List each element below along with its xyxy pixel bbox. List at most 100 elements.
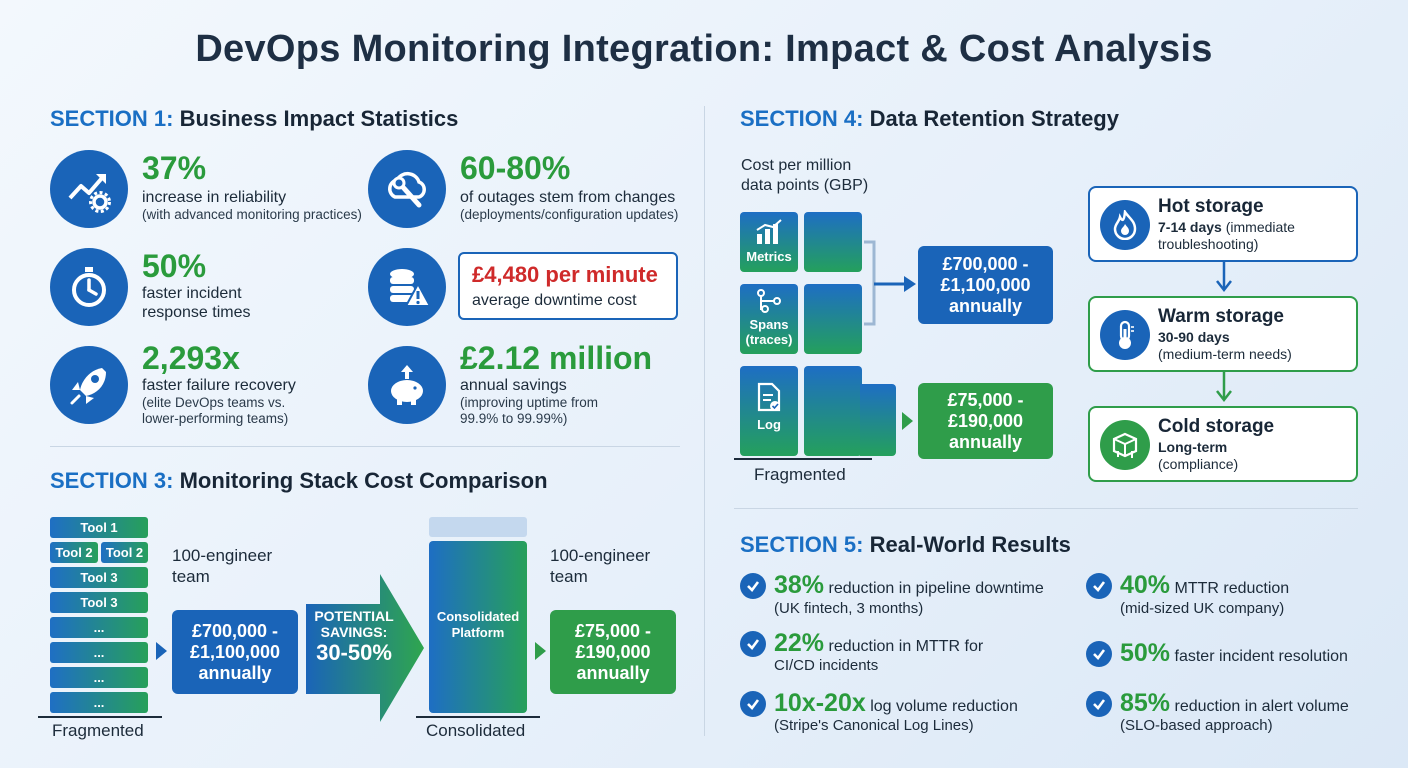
fragmented-baseline-s4 bbox=[734, 458, 872, 460]
tier-title: Warm storage bbox=[1158, 306, 1284, 327]
growth-gear-icon bbox=[50, 150, 128, 228]
stat-savings-sub2: 99.9% to 99.99%) bbox=[460, 411, 568, 426]
fragmented-baseline bbox=[38, 716, 162, 718]
result-value: 50% bbox=[1120, 639, 1171, 667]
cold-storage-box: Cold storage Long-term (compliance) bbox=[1088, 406, 1358, 482]
section4-heading: SECTION 4: Data Retention Strategy bbox=[740, 106, 1119, 132]
cost-line: £190,000 bbox=[947, 410, 1024, 431]
tool-block: ... bbox=[50, 692, 148, 713]
section-divider-right bbox=[734, 508, 1358, 509]
section1-number: SECTION 1: bbox=[50, 106, 174, 131]
tool-block: ... bbox=[50, 617, 148, 638]
trace-icon bbox=[757, 289, 781, 313]
result-item: 10x-20x log volume reduction bbox=[774, 690, 1018, 720]
tier-days: 30-90 days bbox=[1158, 329, 1230, 345]
tool-block: Tool 2 bbox=[101, 542, 148, 563]
tool-block: ... bbox=[50, 642, 148, 663]
cost-line: annually bbox=[948, 295, 1023, 316]
result-text: reduction in pipeline downtime bbox=[828, 580, 1044, 597]
source-label: Spans bbox=[749, 317, 789, 332]
log-block bbox=[804, 366, 862, 456]
tier-detail: 7-14 days (immediate bbox=[1158, 219, 1295, 236]
tier-note: (immediate bbox=[1225, 219, 1295, 235]
section4-number: SECTION 4: bbox=[740, 106, 864, 131]
spans-block bbox=[804, 284, 862, 354]
section5-title: Real-World Results bbox=[869, 532, 1071, 557]
cost-per-million-label: Cost per million data points (GBP) bbox=[741, 156, 868, 196]
section5-heading: SECTION 5: Real-World Results bbox=[740, 532, 1071, 558]
thermometer-icon bbox=[1100, 310, 1150, 360]
metrics-source: Metrics bbox=[740, 212, 798, 272]
arrow-right-icon bbox=[535, 642, 546, 660]
fragmented-cost-box: £700,000 - £1,100,000 annually bbox=[172, 610, 298, 694]
result-text: faster incident resolution bbox=[1174, 648, 1348, 665]
cost-line: annually bbox=[198, 662, 272, 683]
stat-recovery-sub2: lower-performing teams) bbox=[142, 411, 289, 426]
tier-title: Cold storage bbox=[1158, 416, 1275, 437]
tier-detail: Long-term bbox=[1158, 439, 1227, 456]
cost-line: £75,000 - bbox=[947, 389, 1024, 410]
ice-cube-icon bbox=[1100, 420, 1150, 470]
bracket-connector bbox=[864, 240, 916, 326]
stat-savings-sub1: (improving uptime from bbox=[460, 395, 599, 410]
result-value: 22% bbox=[774, 629, 825, 657]
stat-downtime-desc: average downtime cost bbox=[472, 292, 637, 309]
result-item: 22% reduction in MTTR for bbox=[774, 630, 983, 660]
consolidated-platform: Consolidated Platform bbox=[429, 541, 527, 713]
stat-reliability-value: 37% bbox=[142, 150, 207, 186]
tier-days: 7-14 days bbox=[1158, 219, 1222, 235]
log-document-icon bbox=[757, 382, 781, 412]
source-label: Log bbox=[757, 417, 781, 432]
savings-label-line: POTENTIAL bbox=[314, 608, 394, 624]
spans-source: Spans (traces) bbox=[740, 284, 798, 354]
metrics-block bbox=[804, 212, 862, 272]
stat-savings-value: £2.12 million bbox=[460, 340, 653, 376]
stat-reliability-sub: (with advanced monitoring practices) bbox=[142, 207, 362, 222]
result-sub: (Stripe's Canonical Log Lines) bbox=[774, 717, 974, 734]
result-item: 40% MTTR reduction bbox=[1120, 572, 1289, 602]
fragmented-label-s4: Fragmented bbox=[754, 465, 846, 484]
warm-storage-box: Warm storage 30-90 days (medium-term nee… bbox=[1088, 296, 1358, 372]
stat-downtime-value: £4,480 per minute bbox=[472, 262, 658, 287]
team-label-consolidated: 100-engineer team bbox=[550, 545, 650, 587]
downtime-cost-box: £4,480 per minute average downtime cost bbox=[458, 252, 678, 320]
result-value: 85% bbox=[1120, 689, 1171, 717]
rocket-icon bbox=[50, 346, 128, 424]
stat-outages-value: 60-80% bbox=[460, 150, 571, 186]
cloud-wrench-icon bbox=[368, 150, 446, 228]
source-label: Metrics bbox=[746, 249, 792, 264]
cost-line: £1,100,000 bbox=[189, 641, 281, 662]
section5-number: SECTION 5: bbox=[740, 532, 864, 557]
result-item: 85% reduction in alert volume bbox=[1120, 690, 1349, 720]
section3-title: Monitoring Stack Cost Comparison bbox=[179, 468, 548, 493]
platform-line: Platform bbox=[451, 625, 505, 640]
result-text: log volume reduction bbox=[870, 698, 1018, 715]
cost-label-line: Cost per million bbox=[741, 157, 852, 174]
stopwatch-icon bbox=[50, 248, 128, 326]
s4-cost-bottom-box: £75,000 - £190,000 annually bbox=[918, 383, 1053, 459]
arrow-down-icon bbox=[1216, 372, 1232, 403]
savings-arrow-icon bbox=[306, 574, 424, 722]
cost-label-line: data points (GBP) bbox=[741, 177, 869, 194]
arrow-right-icon bbox=[902, 412, 913, 430]
stat-recovery-desc: faster failure recovery bbox=[142, 377, 296, 394]
team-label-line: team bbox=[172, 567, 210, 586]
savings-value: 30-50% bbox=[316, 640, 392, 665]
stat-savings-desc: annual savings bbox=[460, 377, 567, 394]
result-sub: (mid-sized UK company) bbox=[1120, 600, 1285, 617]
tool-block: ... bbox=[50, 667, 148, 688]
cost-line: £1,100,000 bbox=[940, 274, 1031, 295]
stat-reliability-desc: increase in reliability bbox=[142, 189, 287, 206]
result-sub: (SLO-based approach) bbox=[1120, 717, 1273, 734]
stat-response-desc1: faster incident bbox=[142, 285, 242, 302]
hot-storage-box: Hot storage 7-14 days (immediate trouble… bbox=[1088, 186, 1358, 262]
section4-title: Data Retention Strategy bbox=[869, 106, 1119, 131]
consolidated-cap bbox=[429, 517, 527, 537]
team-label-line: team bbox=[550, 567, 588, 586]
flame-icon bbox=[1100, 200, 1150, 250]
log-block-extension bbox=[860, 384, 896, 456]
log-source: Log bbox=[740, 366, 798, 456]
section1-title: Business Impact Statistics bbox=[179, 106, 459, 131]
database-warning-icon bbox=[368, 248, 446, 326]
tier-note: (medium-term needs) bbox=[1158, 346, 1292, 362]
